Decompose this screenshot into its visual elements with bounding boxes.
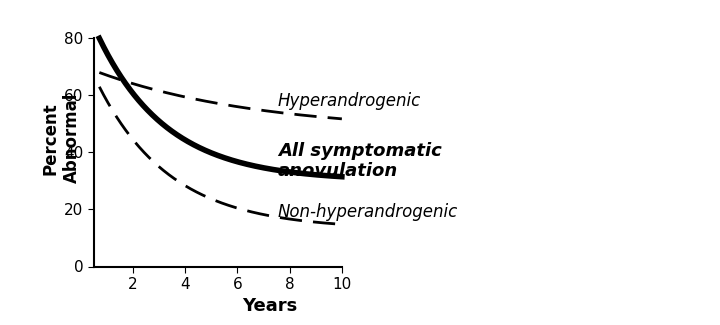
Y-axis label: Percent
Abnormal: Percent Abnormal <box>42 93 81 183</box>
X-axis label: Years: Years <box>243 297 297 316</box>
Text: Hyperandrogenic: Hyperandrogenic <box>278 92 421 110</box>
Text: Non-hyperandrogenic: Non-hyperandrogenic <box>278 203 458 221</box>
Text: All symptomatic
anovulation: All symptomatic anovulation <box>278 142 441 180</box>
